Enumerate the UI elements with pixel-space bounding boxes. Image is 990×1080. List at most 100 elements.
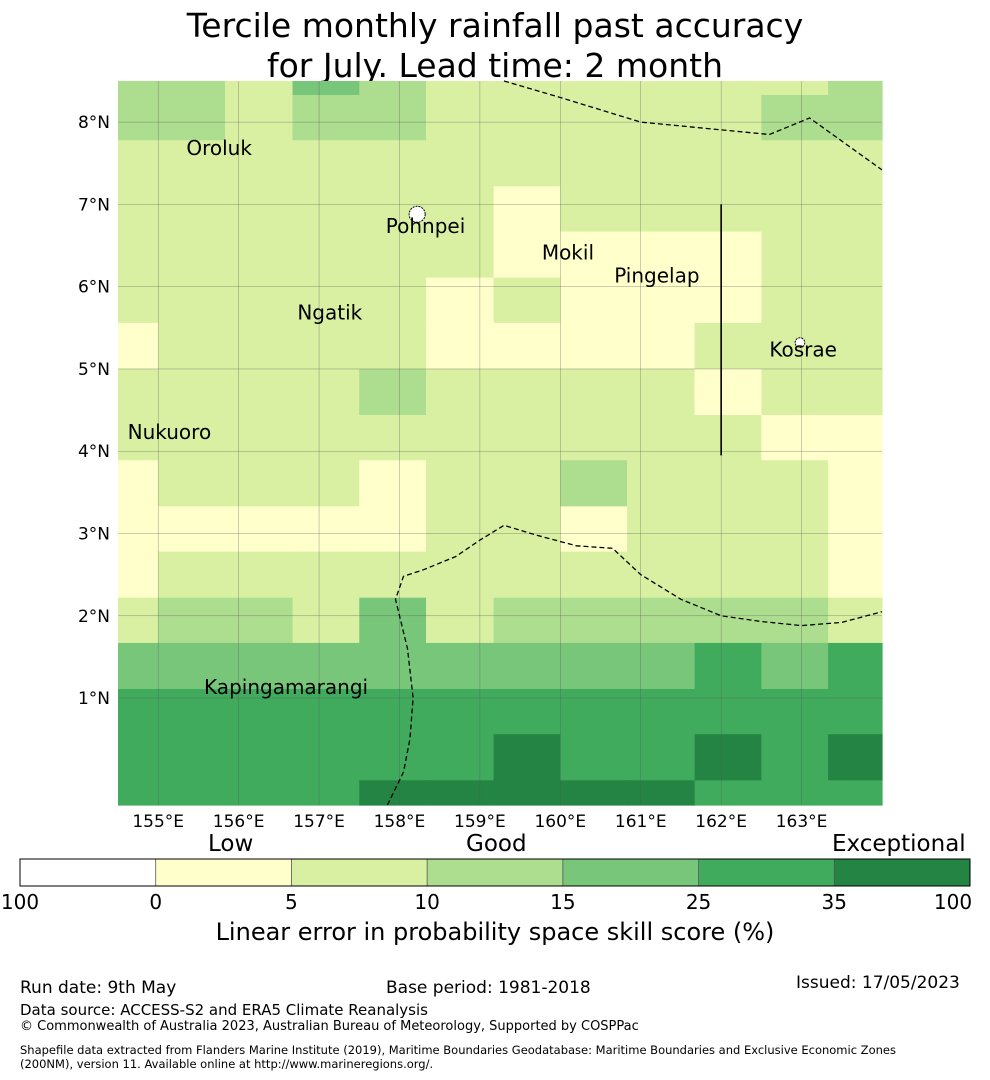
grid-cell <box>560 94 628 141</box>
grid-cell <box>224 597 294 644</box>
longitude-tick-label: 161°E <box>615 812 667 832</box>
grid-cell <box>694 94 762 141</box>
grid-cell <box>493 506 561 553</box>
grid-cell <box>493 642 561 690</box>
grid-cell <box>158 597 226 644</box>
island-outlines <box>408 205 806 348</box>
grid-cell <box>359 277 427 324</box>
grid-cell <box>118 506 159 553</box>
grid-cell <box>224 231 294 279</box>
grid-cell <box>158 322 226 370</box>
grid-cell <box>426 140 495 187</box>
grid-cell <box>761 734 829 781</box>
longitude-ticks: 155°E 156°E 157°E 158°E 159°E 160°E 161°E 162°E… <box>132 812 827 832</box>
grid-cell <box>118 368 159 416</box>
colorbar-category-exceptional: Exceptional <box>832 831 966 857</box>
grid-cell <box>426 460 495 507</box>
grid-cell <box>627 81 696 96</box>
latitude-tick-label: 1°N <box>78 689 110 709</box>
grid-cell <box>158 415 226 461</box>
grid-cell <box>627 140 696 187</box>
grid-cell <box>761 277 829 324</box>
grid-cell <box>828 368 883 416</box>
grid-cell <box>694 460 762 507</box>
grid-cell <box>627 94 696 141</box>
grid-cell <box>292 140 360 187</box>
grid-cell <box>560 460 628 507</box>
grid-cell <box>359 81 427 96</box>
eez-boundary-line <box>503 80 883 171</box>
grid-cell <box>158 734 226 781</box>
grid-cell <box>118 186 159 233</box>
grid-cell <box>828 506 883 553</box>
grid-cell <box>224 642 294 690</box>
grid-cell <box>158 688 226 735</box>
colorbar-segment <box>155 859 292 886</box>
latitude-tick-label: 2°N <box>78 607 110 627</box>
grid-cell <box>493 186 561 233</box>
grid-cell <box>761 186 829 233</box>
grid-cell <box>292 94 360 141</box>
colorbar-segment <box>834 859 970 886</box>
longitude-tick-label: 156°E <box>213 812 265 832</box>
grid-cell <box>118 277 159 324</box>
grid-cell <box>627 186 696 233</box>
grid-cell <box>694 231 762 279</box>
grid-cell <box>158 186 226 233</box>
grid-cell <box>292 277 360 324</box>
place-label: Pingelap <box>614 264 699 288</box>
longitude-tick-label: 159°E <box>454 812 506 832</box>
grid-cell <box>828 186 883 233</box>
grid-cell <box>359 734 427 781</box>
grid-cell <box>493 277 561 324</box>
grid-cell <box>694 81 762 96</box>
latitude-tick-label: 7°N <box>78 195 110 215</box>
grid-cell <box>627 597 696 644</box>
colorbar-segment <box>427 859 563 886</box>
grid-cell <box>292 415 360 461</box>
grid-cell <box>694 140 762 187</box>
grid-cell <box>359 688 427 735</box>
grid-cell <box>158 140 226 187</box>
grid-cell <box>118 140 159 187</box>
colorbar-tick-label: 15 <box>550 890 576 914</box>
grid-cell <box>627 460 696 507</box>
grid-cell <box>627 688 696 735</box>
grid-cell <box>560 277 628 324</box>
grid-cell <box>828 780 883 806</box>
colorbar-category-good: Good <box>466 831 527 857</box>
eez-boundary-line <box>386 524 883 806</box>
grid-cell <box>761 780 829 806</box>
grid-cell <box>694 551 762 599</box>
grid-cell <box>118 597 159 644</box>
grid-cell <box>627 551 696 599</box>
title-line-2: for July. Lead time: 2 month <box>266 46 723 85</box>
grid-cell <box>359 231 427 279</box>
grid-cell <box>292 81 360 96</box>
grid-cell <box>761 460 829 507</box>
grid-cell <box>627 780 696 806</box>
grid-cell <box>426 597 495 644</box>
colorbar-tick-label: 0 <box>149 890 163 914</box>
grid-cell <box>426 506 495 553</box>
grid-cell <box>224 688 294 735</box>
grid-cell <box>493 597 561 644</box>
grid-cell <box>493 551 561 599</box>
grid-cell <box>292 688 360 735</box>
place-label: Ngatik <box>297 301 362 325</box>
grid-cell <box>560 780 628 806</box>
latitude-tick-label: 4°N <box>78 442 110 462</box>
place-label: Mokil <box>542 241 594 265</box>
grid-cell <box>426 322 495 370</box>
grid-cell <box>426 688 495 735</box>
grid-cell <box>224 460 294 507</box>
colorbar-tick-label: 5 <box>285 890 298 914</box>
grid-cell <box>118 551 159 599</box>
grid-cell <box>118 415 159 461</box>
grid-cell <box>828 415 883 461</box>
grid-cell <box>560 231 628 279</box>
grid-cell <box>359 460 427 507</box>
grid-cell <box>158 780 226 806</box>
grid-cell <box>627 368 696 416</box>
grid-cell <box>560 551 628 599</box>
